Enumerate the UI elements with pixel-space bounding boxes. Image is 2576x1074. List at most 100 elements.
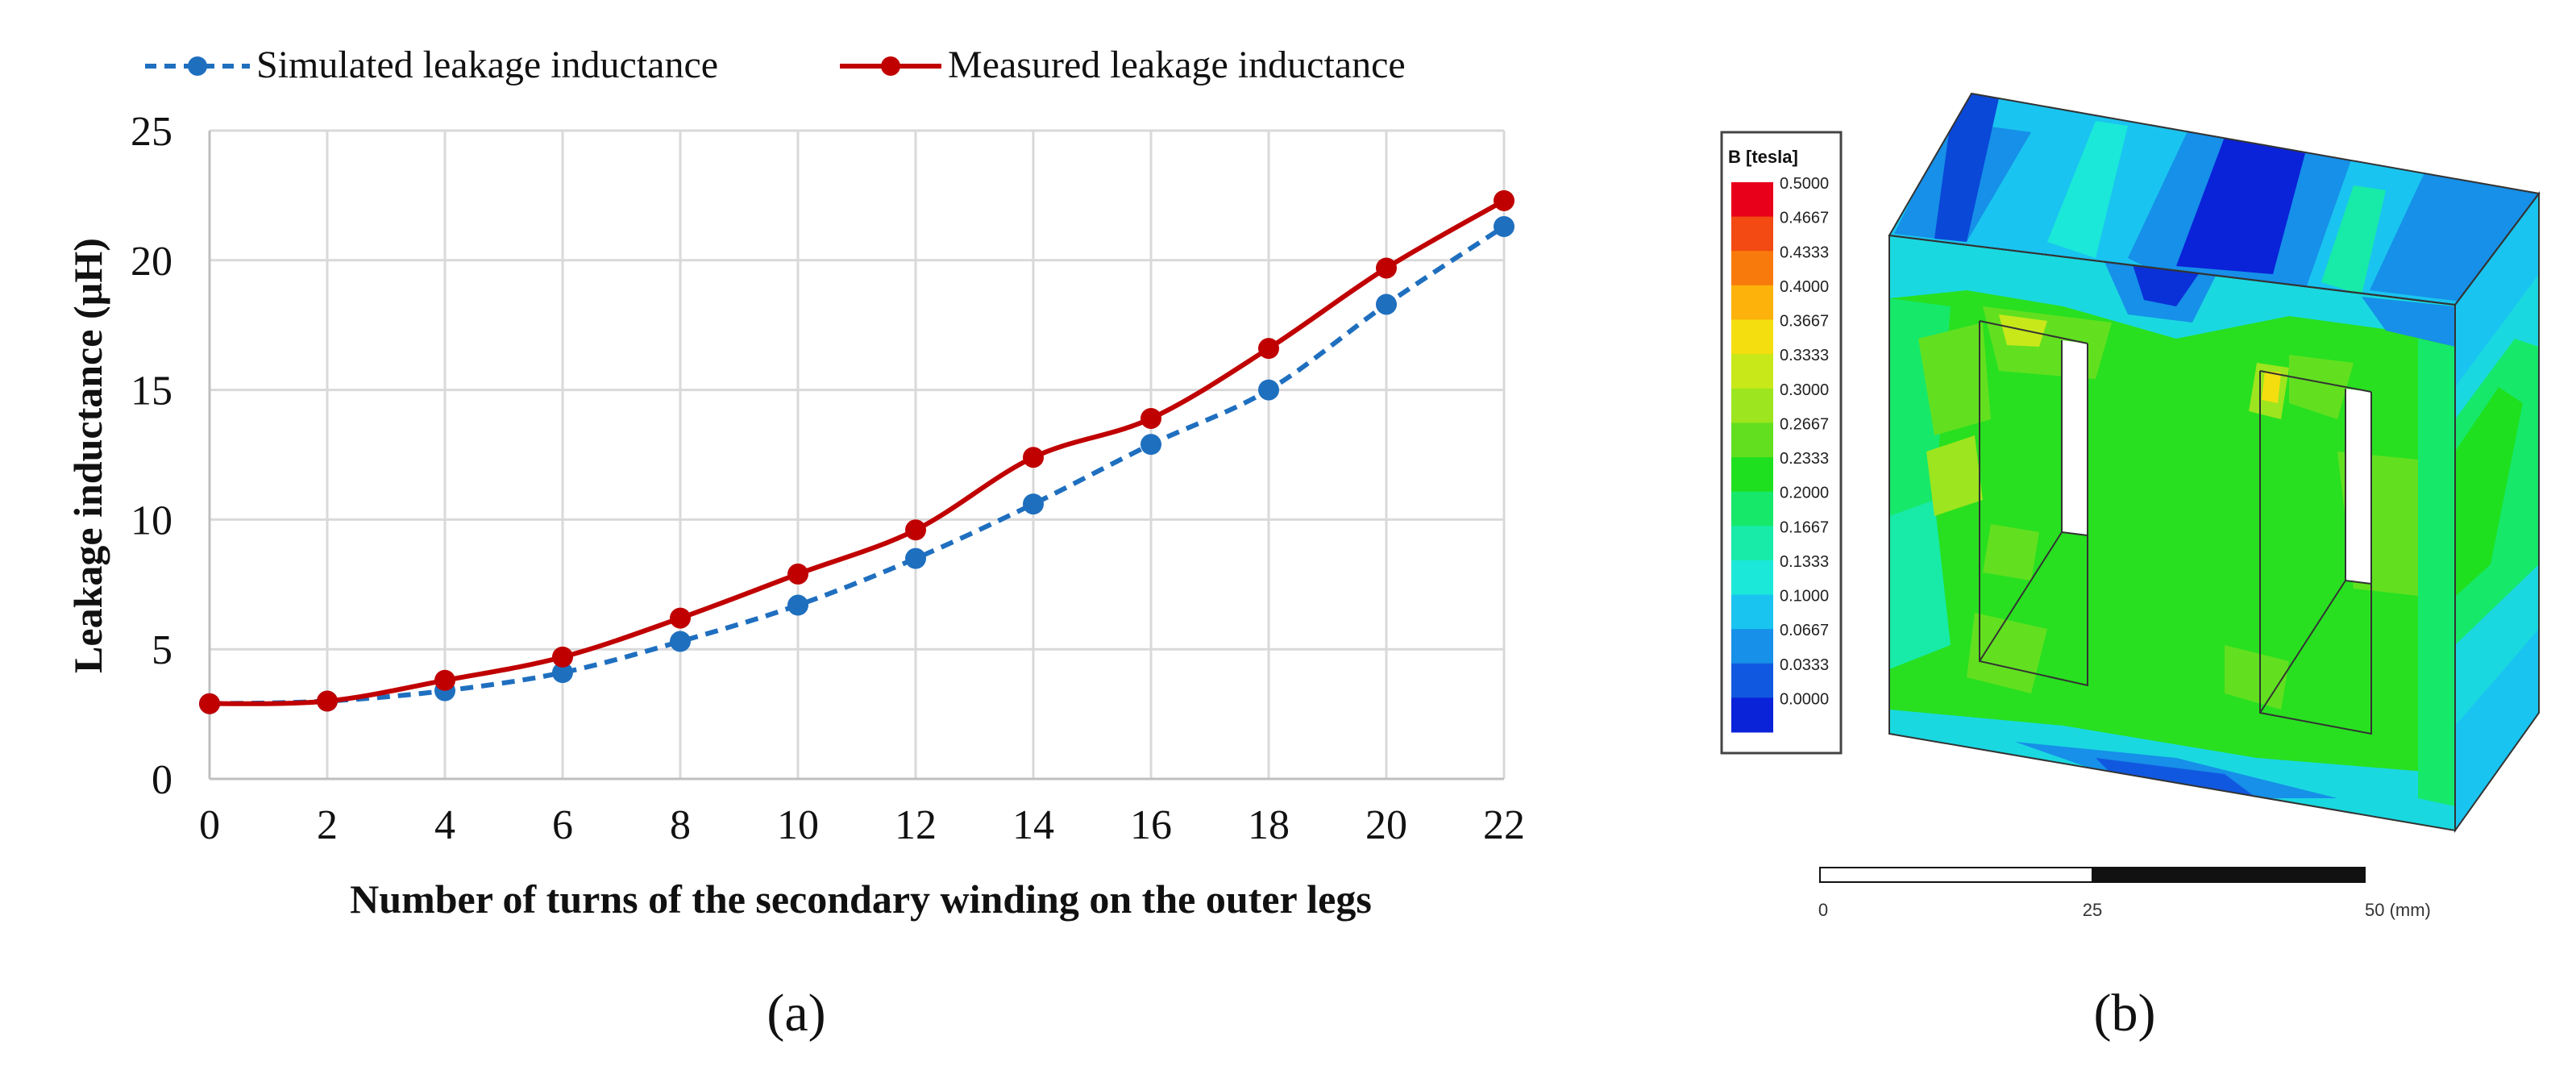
y-axis-title: Leakage inductance (µH) (65, 238, 110, 673)
data-point-measured (1023, 447, 1044, 468)
y-tick-label: 15 (131, 368, 172, 414)
x-tick-label: 2 (317, 802, 338, 848)
core-front-face (1889, 235, 2455, 830)
colorbar-swatch (1731, 629, 1773, 664)
line-chart: 0 2 4 6 8 10 12 14 16 18 20 22 0 5 10 15 20 25 Simulated… (65, 44, 1525, 1043)
chart-series (199, 189, 1514, 714)
x-tick-label: 14 (1012, 802, 1054, 848)
x-tick-labels: 0 2 4 6 8 10 12 14 16 18 20 22 (199, 802, 1525, 848)
colorbar-tick-label: 0.5000 (1780, 175, 1829, 193)
core-window-right (2345, 389, 2371, 584)
data-point-measured (905, 519, 926, 541)
x-tick-label: 6 (552, 802, 573, 848)
scale-bar-black (2092, 867, 2366, 883)
colorbar-tick-label: 0.3000 (1780, 381, 1829, 399)
data-point-measured (1494, 189, 1514, 211)
colorbar-tick-label: 0.4333 (1780, 244, 1829, 261)
core-window-left (2062, 340, 2088, 535)
x-tick-label: 16 (1130, 802, 1172, 848)
colorbar-swatch (1731, 560, 1773, 595)
data-point-measured (434, 669, 455, 691)
data-point-simulated (905, 547, 926, 569)
scale-bar-white (1819, 867, 2093, 883)
data-point-measured (787, 563, 808, 585)
x-tick-label: 12 (895, 802, 937, 848)
colorbar-swatch (1731, 216, 1773, 252)
data-point-simulated (552, 662, 573, 684)
chart-legend: Simulated leakage inductance Measured le… (145, 44, 1406, 86)
y-tick-label: 5 (152, 627, 172, 673)
data-point-simulated (1141, 434, 1161, 456)
legend-simulated-label: Simulated leakage inductance (256, 44, 718, 86)
data-point-measured (670, 607, 691, 629)
x-tick-label: 4 (434, 802, 455, 848)
y-tick-label: 0 (152, 757, 172, 803)
x-tick-label: 20 (1365, 802, 1407, 848)
colorbar-swatch (1731, 663, 1773, 698)
panel-label-a: (a) (767, 984, 825, 1043)
colorbar-swatch (1731, 251, 1773, 286)
colorbar-tick-label: 0.3667 (1780, 313, 1829, 331)
data-point-measured (1141, 407, 1161, 429)
core-side-face (2455, 194, 2539, 830)
colorbar-title: B [tesla] (1728, 147, 1798, 167)
colorbar-tick-label: 0.1667 (1780, 518, 1829, 536)
colorbar-tick-label: 0.4000 (1780, 278, 1829, 296)
legend-measured-label: Measured leakage inductance (948, 44, 1406, 86)
core-top-face (1889, 94, 2539, 305)
x-tick-label: 18 (1248, 802, 1290, 848)
legend-measured-marker (881, 56, 900, 76)
colorbar-swatch (1731, 182, 1773, 218)
scale-label-25: 25 (2083, 900, 2102, 920)
x-tick-label: 8 (670, 802, 691, 848)
data-point-simulated (670, 631, 691, 652)
colorbar-tick-label: 0.1333 (1780, 553, 1829, 571)
data-point-simulated (787, 594, 808, 616)
data-point-measured (552, 646, 573, 668)
colorbar-swatch (1731, 388, 1773, 423)
colorbar-swatch (1731, 423, 1773, 458)
colorbar-swatch (1731, 491, 1773, 527)
data-point-simulated (1494, 215, 1514, 237)
x-tick-label: 22 (1483, 802, 1525, 848)
transformer-core-3d (1888, 92, 2541, 834)
colorbar-swatch (1731, 285, 1773, 320)
panel-label-b: (b) (2094, 984, 2156, 1043)
colorbar-tick-label: 0.1000 (1780, 588, 1829, 606)
colorbar-swatch (1731, 354, 1773, 389)
y-tick-label: 10 (131, 497, 172, 543)
colorbar-swatches (1731, 182, 1773, 733)
data-point-simulated (1376, 293, 1397, 315)
colorbar-swatch (1731, 594, 1773, 630)
colorbar-tick-label: 0.4667 (1780, 210, 1829, 227)
data-point-measured (199, 693, 220, 714)
data-point-simulated (1258, 379, 1279, 401)
colorbar-tick-label: 0.0000 (1780, 690, 1829, 708)
y-tick-label: 20 (131, 239, 172, 285)
colorbar-tick-label: 0.0333 (1780, 656, 1829, 674)
colorbar-tick-label: 0.3333 (1780, 347, 1829, 364)
data-point-simulated (1023, 493, 1044, 515)
colorbar-tick-label: 0.2000 (1780, 485, 1829, 502)
scale-bar: 0 25 50 (mm) (1818, 867, 2431, 920)
colorbar-swatch (1731, 526, 1773, 561)
colorbar-legend: B [tesla] 0.5000 0.4667 0.4333 0.4000 0.3667… (1720, 131, 1843, 755)
colorbar-swatch (1731, 697, 1773, 733)
legend-simulated-marker (188, 56, 207, 76)
series-line-measured (209, 198, 1506, 706)
x-axis-title: Number of turns of the secondary winding… (350, 876, 1372, 922)
x-tick-label: 10 (777, 802, 819, 848)
colorbar-tick-label: 0.0667 (1780, 622, 1829, 639)
chart-grid (208, 129, 1506, 781)
data-point-measured (317, 690, 338, 712)
colorbar-tick-label: 0.2667 (1780, 415, 1829, 433)
scale-label-50: 50 (mm) (2365, 900, 2431, 920)
colorbar-swatch (1731, 457, 1773, 493)
colorbar-swatch (1731, 319, 1773, 355)
data-point-measured (1258, 338, 1279, 360)
colorbar-tick-label: 0.2333 (1780, 450, 1829, 468)
colorbar-tick-labels: 0.5000 0.4667 0.4333 0.4000 0.3667 0.3333 0.30… (1780, 175, 1829, 708)
y-tick-label: 25 (131, 109, 172, 155)
scale-label-0: 0 (1818, 900, 1828, 920)
